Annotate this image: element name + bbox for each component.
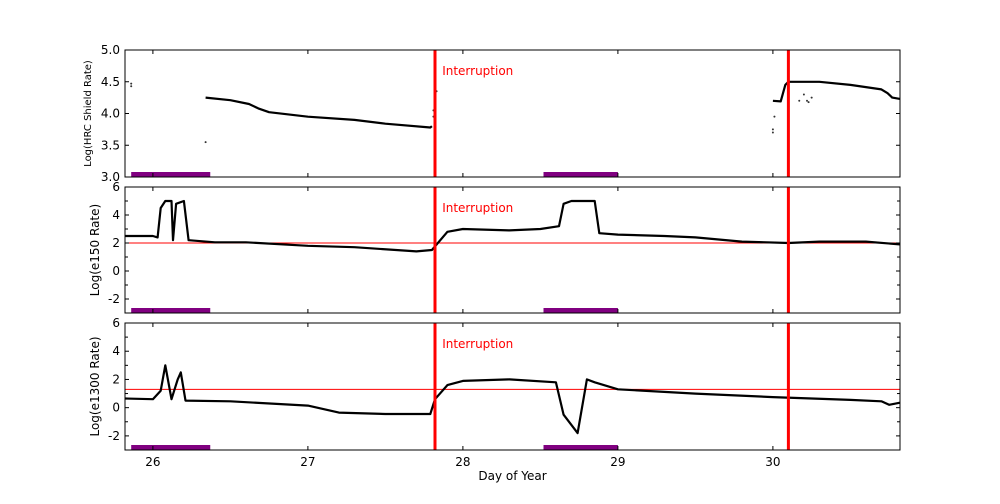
y-tick-label: 0 <box>112 401 120 415</box>
interruption-label: Interruption <box>442 201 513 215</box>
data-point <box>807 101 810 104</box>
panel-2: Interruption -2 0 2 4 6 Log(e150 Rate) <box>88 180 901 314</box>
panel-1: Interruption 3.0 3.5 4.0 4.5 5.0 Log(HRC Shiel… <box>83 43 901 184</box>
y-tick-label: 6 <box>112 180 120 194</box>
y-tick-label: 3.0 <box>101 170 120 184</box>
data-point <box>130 82 133 85</box>
y-axis-label: Log(e1300 Rate) <box>88 336 102 436</box>
data-point <box>806 99 808 102</box>
y-tick-label: 2 <box>112 372 120 386</box>
purple-bar <box>543 445 618 450</box>
data-point <box>773 115 776 118</box>
data-point <box>810 96 813 99</box>
data-point <box>798 99 801 102</box>
y-tick-label: 4 <box>112 208 120 222</box>
y-tick-label: 2 <box>112 236 120 250</box>
y-tick-label: 5.0 <box>101 43 120 57</box>
y-tick-label: 3.5 <box>101 138 120 152</box>
y-tick-label: 4 <box>112 344 120 358</box>
data-series <box>205 96 433 129</box>
x-tick-label: 26 <box>145 455 160 469</box>
data-point <box>771 128 774 131</box>
x-tick-label: 29 <box>610 455 625 469</box>
data-series <box>124 364 901 435</box>
x-axis-label: Day of Year <box>478 469 547 483</box>
data-point <box>802 93 805 96</box>
y-axis-label: Log(HRC Shield Rate) <box>83 60 94 167</box>
interruption-label: Interruption <box>442 64 513 78</box>
purple-bar <box>543 172 618 177</box>
purple-bar <box>543 308 618 313</box>
y-tick-label: 4.0 <box>101 107 120 121</box>
y-tick-label: 6 <box>112 316 120 330</box>
y-tick-label: -2 <box>108 429 120 443</box>
y-tick-label: 0 <box>112 264 120 278</box>
y-tick-label: 4.5 <box>101 75 120 89</box>
interruption-label: Interruption <box>442 337 513 351</box>
data-point <box>130 85 133 88</box>
data-point <box>771 131 774 134</box>
x-tick-label: 27 <box>300 455 315 469</box>
panel-3: Interruption -2 0 2 4 6 26 27 28 29 30 Log(e1300 Ra… <box>88 316 901 469</box>
x-tick-label: 28 <box>455 455 470 469</box>
axes-frame <box>124 322 901 451</box>
data-series <box>772 80 901 103</box>
purple-bar <box>131 172 211 177</box>
purple-bar <box>131 308 211 313</box>
data-point <box>204 141 207 144</box>
x-tick-label: 30 <box>765 455 780 469</box>
data-series <box>125 199 901 253</box>
y-axis-label: Log(e150 Rate) <box>88 204 102 296</box>
purple-bar <box>131 445 211 450</box>
y-tick-label: -2 <box>108 292 120 306</box>
axes-frame <box>124 186 901 314</box>
